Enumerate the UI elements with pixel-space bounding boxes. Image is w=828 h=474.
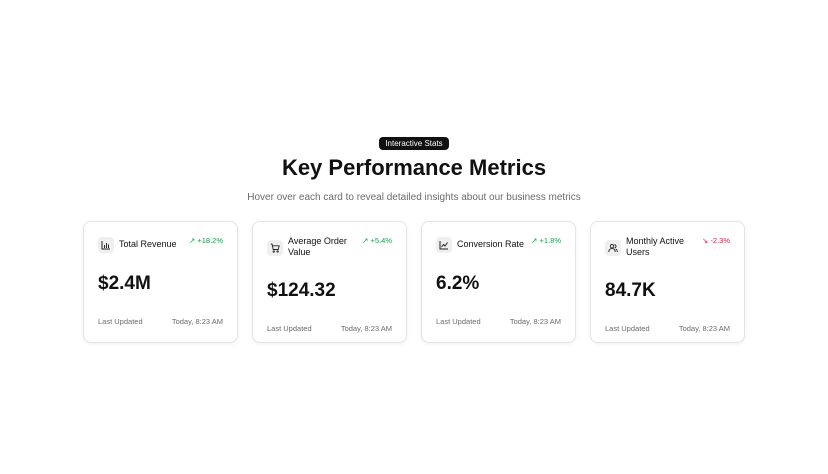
last-updated-label: Last Updated <box>98 317 143 326</box>
last-updated-label: Last Updated <box>605 324 650 333</box>
last-updated-time: Today, 8:23 AM <box>678 324 730 333</box>
card-header: Monthly Active Users ↘ -2.3% <box>605 236 730 258</box>
page-title: Key Performance Metrics <box>281 155 547 180</box>
metric-card-average-order-value[interactable]: Average Order Value ↗ +5.4% $124.32 Last… <box>252 221 407 343</box>
metric-delta: ↗ +5.4% <box>362 236 392 245</box>
metric-label: Conversion Rate <box>457 239 525 249</box>
last-updated-label: Last Updated <box>436 317 481 326</box>
users-icon <box>605 240 621 256</box>
card-header: Average Order Value ↗ +5.4% <box>267 236 392 258</box>
metric-label: Average Order Value <box>288 236 347 257</box>
metric-card-monthly-active-users[interactable]: Monthly Active Users ↘ -2.3% 84.7K Last … <box>590 221 745 343</box>
metric-value: $124.32 <box>267 280 336 301</box>
card-footer: Last Updated Today, 8:23 AM <box>436 317 561 326</box>
metric-delta: ↘ -2.3% <box>702 236 730 245</box>
shopping-cart-icon <box>267 240 283 256</box>
page-subtitle: Hover over each card to reveal detailed … <box>247 192 581 203</box>
card-footer: Last Updated Today, 8:23 AM <box>605 324 730 333</box>
metric-label: Monthly Active Users <box>626 236 685 257</box>
metric-delta: ↗ +18.2% <box>188 236 223 245</box>
card-header: Conversion Rate ↗ +1.8% <box>436 236 561 253</box>
metric-delta: ↗ +1.8% <box>531 236 561 245</box>
interactive-stats-badge: Interactive Stats <box>379 137 449 150</box>
metric-value: 84.7K <box>605 280 656 301</box>
card-footer: Last Updated Today, 8:23 AM <box>267 324 392 333</box>
metric-card-total-revenue[interactable]: Total Revenue ↗ +18.2% $2.4M Last Update… <box>83 221 238 343</box>
line-chart-icon <box>436 237 452 253</box>
last-updated-time: Today, 8:23 AM <box>340 324 392 333</box>
card-header: Total Revenue ↗ +18.2% <box>98 236 223 253</box>
metric-label: Total Revenue <box>119 239 177 249</box>
metric-card-conversion-rate[interactable]: Conversion Rate ↗ +1.8% 6.2% Last Update… <box>421 221 576 343</box>
metric-value: 6.2% <box>436 273 480 294</box>
metric-cards: Total Revenue ↗ +18.2% $2.4M Last Update… <box>83 221 745 343</box>
card-footer: Last Updated Today, 8:23 AM <box>98 317 223 326</box>
page-header: Interactive Stats Key Performance Metric… <box>0 133 828 204</box>
last-updated-label: Last Updated <box>267 324 312 333</box>
bar-chart-icon <box>98 237 114 253</box>
last-updated-time: Today, 8:23 AM <box>171 317 223 326</box>
metric-value: $2.4M <box>98 273 151 294</box>
last-updated-time: Today, 8:23 AM <box>509 317 561 326</box>
